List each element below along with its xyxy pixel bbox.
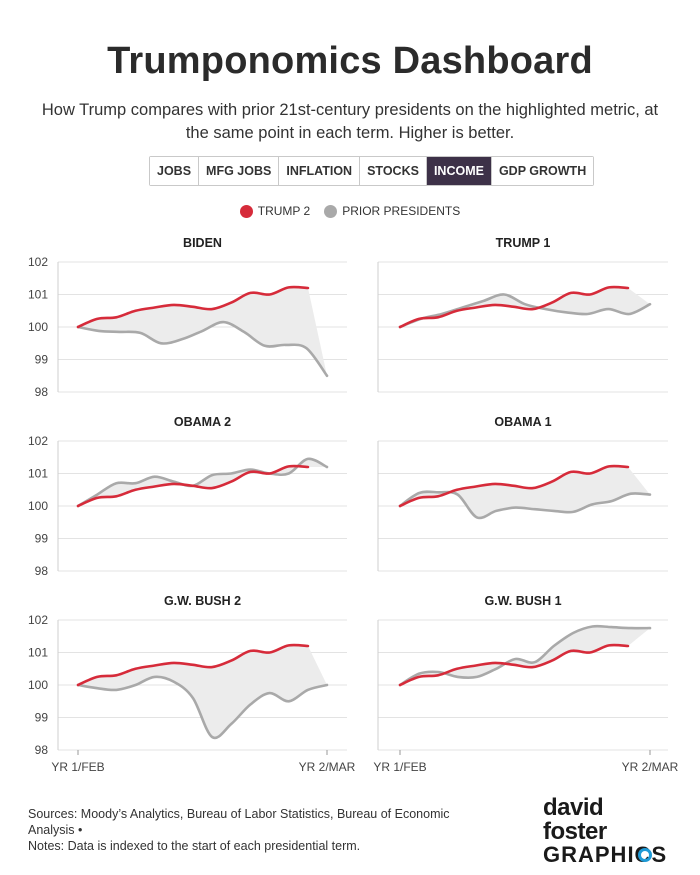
y-tick-label: 102 bbox=[28, 613, 48, 627]
x-tick-label-end: YR 2/MAR bbox=[299, 760, 356, 774]
panel-biden: BIDEN 98 99 100 101 102 bbox=[28, 236, 347, 399]
y-tick-label: 101 bbox=[28, 467, 48, 481]
panel-title: OBAMA 2 bbox=[174, 415, 231, 429]
prior-president-line bbox=[398, 624, 652, 687]
page-subtitle: How Trump compares with prior 21st-centu… bbox=[41, 101, 659, 142]
prior-president-line bbox=[398, 293, 652, 329]
panel-title: G.W. BUSH 1 bbox=[484, 594, 561, 608]
prior-president-line bbox=[76, 320, 329, 378]
footer-notes: Sources: Moody’s Analytics, Bureau of La… bbox=[28, 806, 498, 854]
x-tick-label-start: YR 1/FEB bbox=[373, 760, 426, 774]
brand-logo: david foster GRAPHICS bbox=[543, 796, 673, 866]
legend-label-trump2: TRUMP 2 bbox=[257, 204, 311, 218]
legend-dot-trump2 bbox=[239, 204, 253, 218]
y-tick-label: 100 bbox=[28, 499, 48, 513]
y-tick-label: 102 bbox=[28, 255, 48, 269]
y-tick-label: 99 bbox=[35, 532, 49, 546]
panel-trump-1: TRUMP 1 bbox=[377, 236, 668, 393]
logo-accent-icon bbox=[638, 848, 652, 862]
legend-item-prior: PRIOR PRESIDENTS bbox=[324, 204, 460, 218]
y-tick-label: 98 bbox=[35, 564, 49, 578]
y-tick-label: 99 bbox=[35, 353, 49, 367]
y-tick-label: 100 bbox=[28, 678, 48, 692]
legend-item-trump2: TRUMP 2 bbox=[239, 204, 311, 218]
trump2-line bbox=[76, 464, 310, 508]
y-tick-label: 101 bbox=[28, 646, 48, 660]
tab-mfg-jobs[interactable]: MFG JOBS bbox=[199, 157, 280, 185]
x-tick-label-start: YR 1/FEB bbox=[51, 760, 104, 774]
legend-dot-prior bbox=[324, 204, 338, 218]
legend-label-prior: PRIOR PRESIDENTS bbox=[342, 204, 461, 218]
footer-sources: Sources: Moody’s Analytics, Bureau of La… bbox=[28, 807, 450, 837]
panel-g-w-bush-1: G.W. BUSH 1 YR 1/FEB YR 2/MAR bbox=[373, 594, 678, 774]
chart-legend: TRUMP 2 PRIOR PRESIDENTS bbox=[0, 204, 700, 218]
y-tick-label: 100 bbox=[28, 320, 48, 334]
y-tick-label: 99 bbox=[35, 711, 49, 725]
panel-title: TRUMP 1 bbox=[496, 236, 551, 250]
gap-fill-area bbox=[400, 287, 650, 327]
page-title: Trumponomics Dashboard bbox=[107, 40, 593, 82]
y-tick-label: 98 bbox=[35, 385, 49, 399]
tab-jobs[interactable]: JOBS bbox=[150, 157, 200, 185]
panel-obama-1: OBAMA 1 bbox=[377, 415, 668, 572]
trump2-line bbox=[398, 464, 630, 508]
trump2-line bbox=[76, 285, 310, 329]
x-tick-label-end: YR 2/MAR bbox=[622, 760, 679, 774]
logo-line-1: david foster bbox=[543, 794, 607, 845]
gap-fill-area bbox=[78, 287, 327, 376]
tab-stocks[interactable]: STOCKS bbox=[360, 157, 427, 185]
trump2-line bbox=[398, 285, 630, 329]
y-tick-label: 102 bbox=[28, 434, 48, 448]
prior-president-line bbox=[76, 675, 329, 740]
tab-inflation[interactable]: INFLATION bbox=[279, 157, 361, 185]
panel-title: OBAMA 1 bbox=[494, 415, 551, 429]
panel-obama-2: OBAMA 2 98 99 100 101 102 bbox=[28, 415, 347, 578]
prior-president-line bbox=[398, 490, 652, 520]
tab-gdp-growth[interactable]: GDP GROWTH bbox=[491, 157, 594, 185]
y-tick-label: 101 bbox=[28, 288, 48, 302]
logo-line-2: GRAPHICS bbox=[543, 842, 668, 867]
y-tick-label: 98 bbox=[35, 743, 49, 757]
trump2-line bbox=[76, 643, 310, 687]
panel-g-w-bush-2: G.W. BUSH 2 98 99 100 101 102 YR 1/FEB YR 2/MAR bbox=[28, 594, 356, 774]
gap-fill-area bbox=[400, 626, 650, 685]
tab-income[interactable]: INCOME bbox=[426, 157, 492, 185]
trump2-line bbox=[398, 643, 630, 687]
panel-title: G.W. BUSH 2 bbox=[164, 594, 241, 608]
metric-tabs: JOBS MFG JOBS INFLATION STOCKS INCOME GDP GRO… bbox=[149, 156, 595, 186]
footer-notes-line: Notes: Data is indexed to the start of e… bbox=[28, 839, 361, 853]
prior-president-line bbox=[76, 457, 329, 508]
panel-title: BIDEN bbox=[183, 236, 222, 250]
gap-fill-area bbox=[78, 645, 327, 738]
